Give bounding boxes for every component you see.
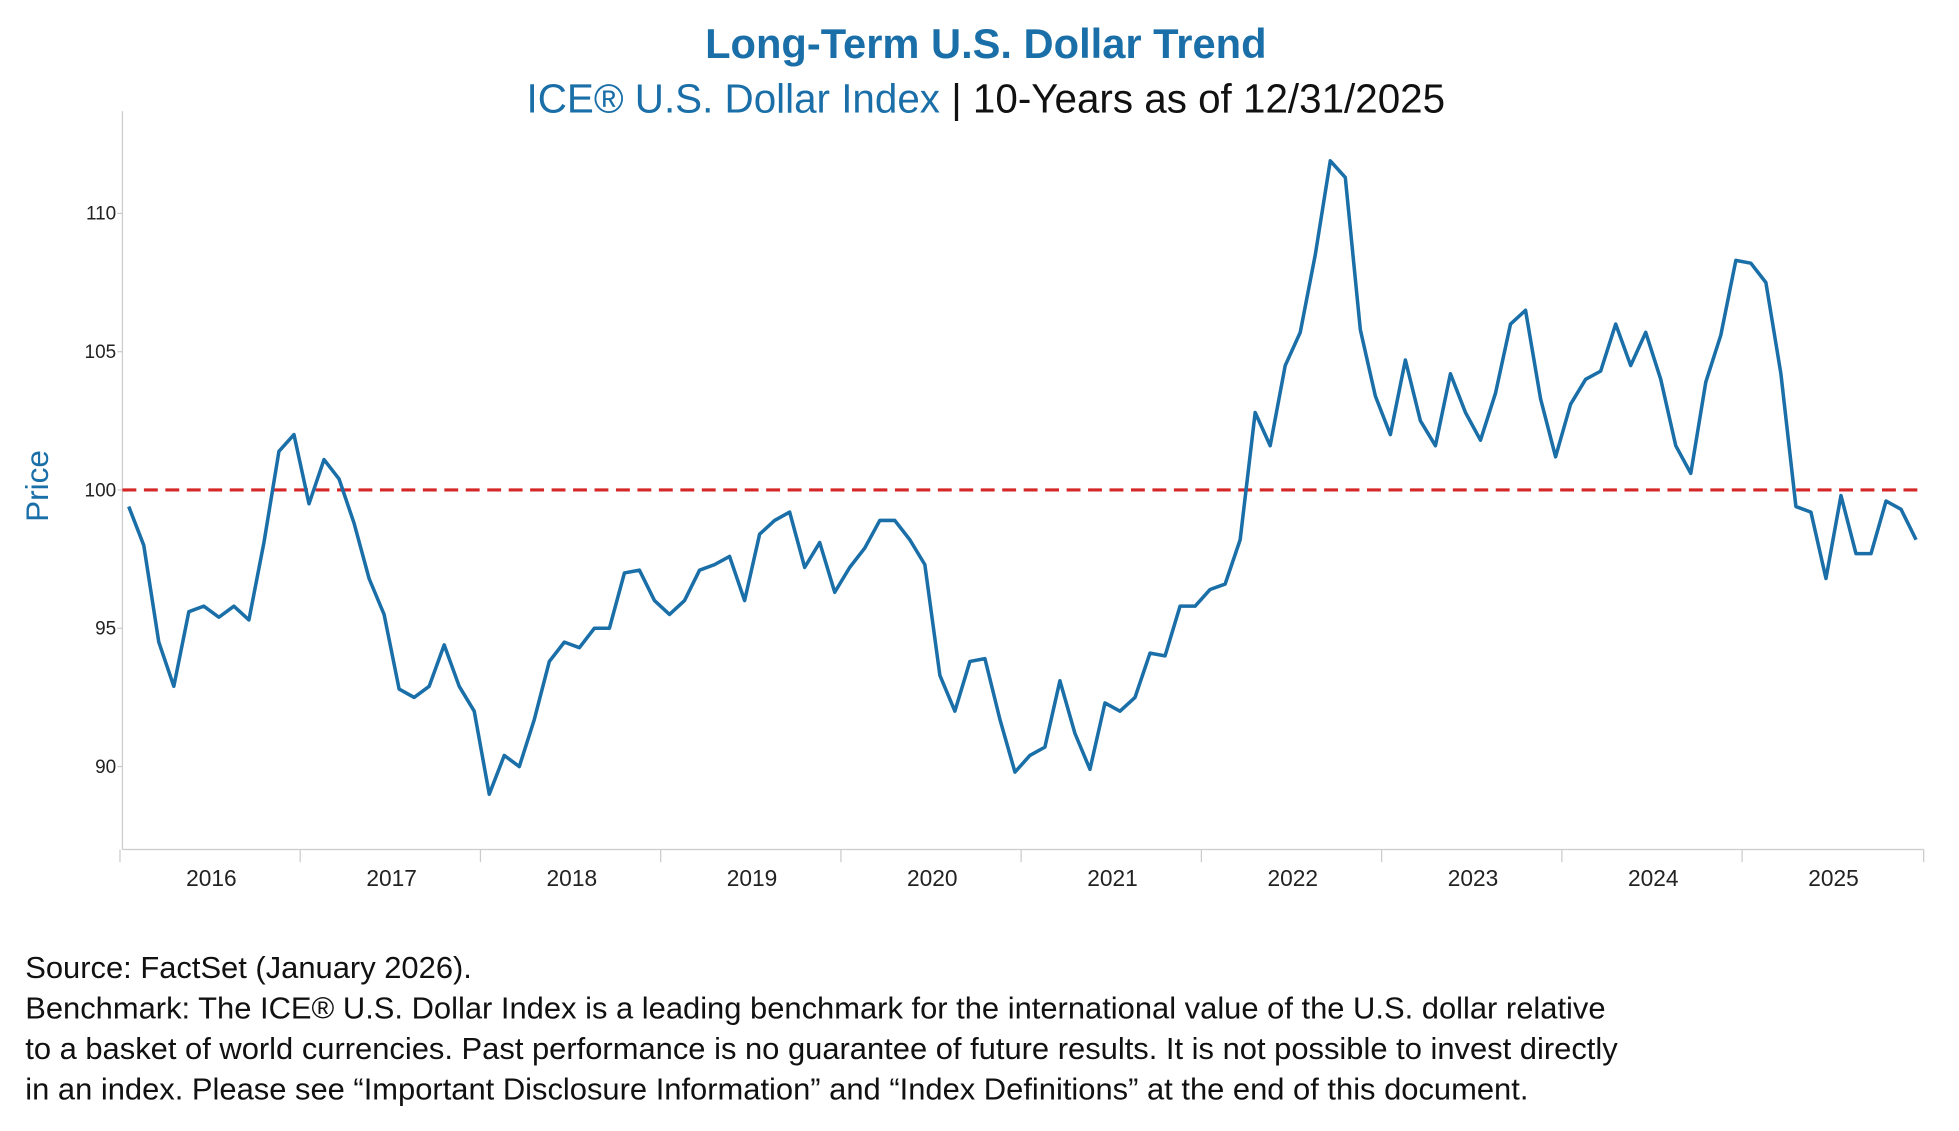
y-tick-label: 95 <box>95 619 116 640</box>
x-tick-label: 2020 <box>907 865 958 891</box>
footnote-line: in an index. Please see “Important Discl… <box>25 1071 1528 1106</box>
footnote-line: to a basket of world currencies. Past pe… <box>25 1031 1618 1066</box>
x-tick-label: 2021 <box>1087 865 1138 891</box>
subtitle-part: ICE® U.S. Dollar Index <box>527 75 940 121</box>
y-tick-label: 100 <box>85 480 117 501</box>
footnotes: Source: FactSet (January 2026). Benchmark… <box>25 950 1618 1106</box>
y-axis-label: Price <box>19 450 55 522</box>
data-line <box>127 159 1918 796</box>
y-tick-label: 90 <box>95 757 116 778</box>
y-tick-label: 110 <box>86 204 116 225</box>
footnote-line: Benchmark: The ICE® U.S. Dollar Index is… <box>25 991 1605 1026</box>
x-tick-label: 2024 <box>1628 865 1679 891</box>
y-tick-label: 105 <box>85 342 117 363</box>
x-tick-label: 2025 <box>1808 865 1859 891</box>
x-tick-label: 2017 <box>366 865 417 891</box>
x-tick-label: 2019 <box>727 865 778 891</box>
x-tick-label: 2018 <box>547 865 598 891</box>
chart-title: Long-Term U.S. Dollar Trend <box>705 20 1266 67</box>
x-tick-label: 2022 <box>1267 865 1318 891</box>
x-tick-label: 2016 <box>186 865 237 891</box>
chart-subtitle: ICE® U.S. Dollar Index | 10-Years as of … <box>527 75 1446 121</box>
x-tick-label: 2023 <box>1448 865 1499 891</box>
footnote-line: Source: FactSet (January 2026). <box>25 950 472 985</box>
subtitle-part: | 10-Years as of 12/31/2025 <box>951 75 1445 121</box>
